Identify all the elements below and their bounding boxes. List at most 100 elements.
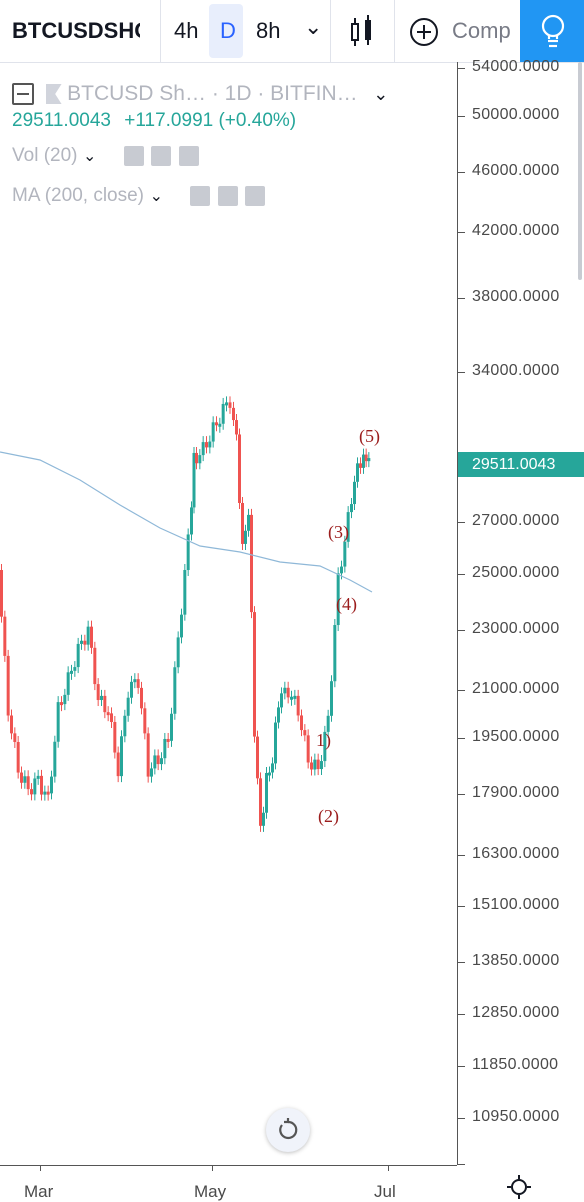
- price-axis-tick: [458, 1066, 465, 1067]
- close-icon[interactable]: [178, 145, 199, 166]
- candle-body: [3, 616, 7, 656]
- settings-gear-icon[interactable]: [506, 1174, 532, 1200]
- candle-body: [126, 697, 130, 716]
- volume-indicator-label[interactable]: Vol (20): [12, 145, 78, 166]
- candle-body: [241, 502, 244, 544]
- price-axis-tick: [458, 738, 465, 739]
- candle-body: [80, 640, 83, 644]
- candle-body: [343, 541, 347, 567]
- candle-body: [50, 776, 53, 794]
- ma-chevron-down-icon[interactable]: ⌄: [149, 188, 163, 205]
- candle-body: [136, 679, 140, 688]
- rotate-icon: [279, 1118, 298, 1140]
- candle-body: [201, 442, 205, 456]
- candle-body: [30, 789, 33, 795]
- candle-body: [120, 736, 123, 777]
- price-axis-tick: [458, 962, 465, 963]
- candle-body: [43, 791, 47, 795]
- candle-body: [86, 626, 90, 645]
- candle-body: [166, 738, 170, 742]
- symbol-search-button[interactable]: BTCUSDSHORTS: [12, 18, 140, 43]
- time-axis-line: [0, 1165, 457, 1166]
- candle-body: [96, 684, 100, 701]
- price-axis-tick: [458, 116, 465, 117]
- price-axis-label: 25000.0000: [472, 564, 560, 581]
- wave-label-2: (2): [318, 806, 339, 826]
- candle-body: [316, 759, 320, 770]
- candle-body: [300, 715, 303, 731]
- candle-body: [103, 695, 107, 713]
- candle-body: [262, 812, 265, 826]
- vol-chevron-down-icon[interactable]: ⌄: [83, 148, 97, 165]
- interval-d-button[interactable]: D: [220, 18, 236, 43]
- candle-body: [211, 422, 215, 442]
- ma-indicator-label[interactable]: MA (200, close): [12, 185, 144, 206]
- candle-body: [66, 672, 70, 695]
- candle-body: [0, 570, 3, 617]
- publish-idea-button[interactable]: [520, 0, 584, 62]
- wave-label-3: (3): [328, 522, 349, 542]
- candle-body: [106, 712, 110, 716]
- legend-chevron-down-icon[interactable]: ⌄: [373, 83, 389, 104]
- candle-body: [113, 722, 117, 753]
- price-axis-tick: [458, 298, 465, 299]
- gear-icon[interactable]: [151, 145, 172, 166]
- candle-body: [116, 752, 120, 777]
- interval-4h-button[interactable]: 4h: [174, 18, 199, 43]
- active-interval-highlight: [209, 4, 243, 58]
- candlestick-chart-area[interactable]: [0, 380, 456, 880]
- time-label-mar: Mar: [24, 1182, 54, 1201]
- candle-body: [180, 614, 183, 638]
- series-title[interactable]: BTCUSD Sh… · 1D · BITFIN…: [67, 82, 358, 105]
- candle-body: [244, 530, 247, 544]
- candle-body: [323, 731, 327, 762]
- candle-body: [153, 755, 157, 769]
- time-label-jul: Jul: [374, 1182, 396, 1201]
- close-icon[interactable]: [245, 185, 266, 206]
- price-axis-tick: [458, 630, 465, 631]
- compare-button[interactable]: Comp: [452, 18, 511, 43]
- price-axis-tick: [458, 1118, 465, 1119]
- candle-body: [186, 534, 190, 571]
- plus-circle-icon[interactable]: [408, 16, 440, 48]
- price-axis-label: 13850.0000: [472, 952, 560, 969]
- price-axis-tick: [458, 68, 465, 69]
- price-axis-tick: [458, 172, 465, 173]
- price-change-percent: (+0.40%): [218, 110, 297, 131]
- candle-body: [290, 696, 293, 700]
- candle-body: [313, 759, 317, 770]
- price-axis-label: 16300.0000: [472, 845, 560, 862]
- eye-icon[interactable]: [190, 185, 211, 206]
- price-axis-tick: [458, 855, 465, 856]
- eye-icon[interactable]: [123, 145, 144, 166]
- candle-body: [277, 707, 280, 723]
- candle-body: [146, 733, 150, 777]
- collapse-legend-icon[interactable]: [12, 83, 34, 105]
- price-axis-tick: [458, 574, 465, 575]
- candle-body: [13, 733, 17, 743]
- candle-body: [195, 452, 198, 464]
- top-toolbar: BTCUSDSHORTS 4h D 8h ⌄ Comp: [0, 0, 584, 63]
- price-axis-scrollbar[interactable]: [578, 62, 582, 280]
- candles-chart-type-icon[interactable]: [346, 14, 378, 48]
- candle-body: [303, 730, 307, 736]
- interval-8h-button[interactable]: 8h: [256, 18, 281, 43]
- candle-body: [306, 735, 310, 763]
- candle-body: [76, 643, 80, 668]
- last-price: 29511.0043: [12, 110, 111, 131]
- candle-body: [40, 775, 43, 795]
- interval-chevron-down-icon[interactable]: ⌄: [304, 14, 323, 39]
- price-axis-label: 38000.0000: [472, 288, 560, 305]
- candle-body: [350, 504, 353, 513]
- reset-chart-button[interactable]: [266, 1108, 310, 1152]
- price-axis-label: 42000.0000: [472, 222, 560, 239]
- candle-body: [205, 442, 208, 448]
- candle-body: [150, 768, 153, 777]
- candle-body: [198, 455, 202, 464]
- candle-body: [274, 722, 277, 764]
- price-axis-tick: [458, 690, 465, 691]
- gear-icon[interactable]: [217, 185, 238, 206]
- candle-body: [90, 626, 93, 648]
- price-axis-label: 50000.0000: [472, 106, 560, 123]
- candle-body: [176, 637, 180, 668]
